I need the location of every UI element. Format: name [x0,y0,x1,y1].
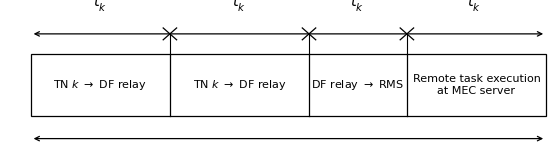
Bar [31,54,546,116]
Text: $t_k^{\mathrm{IV}}$: $t_k^{\mathrm{IV}}$ [467,0,486,14]
Text: DF relay $\rightarrow$ RMS: DF relay $\rightarrow$ RMS [311,78,404,92]
Text: $t_k^{\mathrm{III}}$: $t_k^{\mathrm{III}}$ [349,0,366,14]
Text: TN $k$ $\rightarrow$ DF relay: TN $k$ $\rightarrow$ DF relay [53,78,147,92]
Text: $t_k^{\mathrm{II}}$: $t_k^{\mathrm{II}}$ [232,0,246,14]
Text: TN $k$ $\rightarrow$ DF relay: TN $k$ $\rightarrow$ DF relay [193,78,286,92]
Text: $t_k^{\mathrm{I}}$: $t_k^{\mathrm{I}}$ [94,0,108,14]
Text: Remote task execution
at MEC server: Remote task execution at MEC server [413,74,540,95]
